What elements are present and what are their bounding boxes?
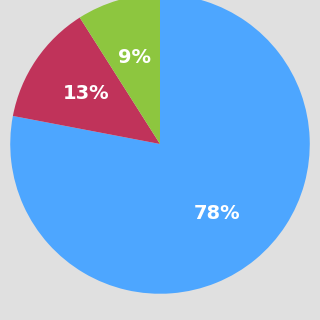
Text: 9%: 9% (118, 48, 151, 67)
Wedge shape (10, 0, 310, 294)
Wedge shape (80, 0, 160, 144)
Text: 78%: 78% (194, 204, 241, 223)
Text: 13%: 13% (62, 84, 109, 103)
Wedge shape (13, 18, 160, 144)
